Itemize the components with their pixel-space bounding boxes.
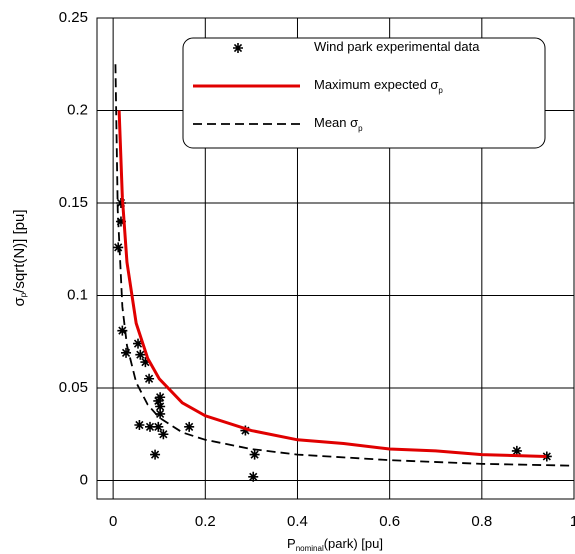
data-point (541, 451, 552, 462)
x-tick-label: 0 (109, 513, 117, 530)
data-point (144, 373, 155, 384)
data-point (133, 338, 144, 349)
x-tick-label: 0.6 (379, 513, 400, 530)
data-point (511, 445, 522, 456)
data-point (113, 242, 124, 253)
data-point (135, 349, 146, 360)
legend-sub: p (438, 86, 443, 95)
y-tick-label: 0 (80, 471, 88, 488)
data-point (115, 216, 126, 227)
data-point (140, 357, 151, 368)
data-point (153, 395, 164, 406)
data-point (121, 347, 132, 358)
x-tick-label: 1 (570, 513, 575, 530)
y-tick-label: 0.2 (67, 101, 88, 118)
x-axis-label: Pnominal(park) [pu] (287, 536, 383, 553)
legend-label: Mean σp (314, 115, 363, 133)
data-point (155, 392, 166, 403)
y-tick-label: 0.05 (59, 379, 88, 396)
x-tick-label: 0.4 (287, 513, 308, 530)
legend-label: Wind park experimental data (314, 39, 480, 54)
data-point (145, 421, 155, 432)
data-point (153, 421, 164, 432)
data-point (240, 425, 251, 436)
legend-label: Maximum expected σp (314, 77, 443, 95)
x-tick-label: 0.8 (471, 513, 492, 530)
data-point (249, 449, 260, 460)
y-tick-label: 0.25 (59, 9, 88, 26)
data-point (155, 408, 166, 419)
data-point (150, 449, 161, 460)
y-tick-label: 0.15 (59, 194, 88, 211)
legend-box (182, 37, 546, 149)
legend-name: Wind park experimental data (314, 39, 480, 54)
x-tick-label: 0.2 (195, 513, 216, 530)
legend-sub: p (358, 124, 363, 133)
data-point (115, 198, 126, 208)
data-point (134, 420, 145, 430)
data-point (117, 325, 128, 336)
legend-name: Mean σ (314, 115, 358, 130)
y-axis-label: σp/sqrt(N)] [pu] (11, 209, 28, 306)
data-line (117, 110, 547, 458)
legend-name: Maximum expected σ (314, 77, 438, 92)
legend-marker (233, 43, 243, 53)
plot-frame (96, 17, 575, 500)
data-point (158, 429, 169, 440)
y-tick-label: 0.1 (67, 286, 88, 303)
data-point (248, 471, 259, 482)
data-point (184, 421, 195, 432)
data-point (155, 401, 166, 412)
